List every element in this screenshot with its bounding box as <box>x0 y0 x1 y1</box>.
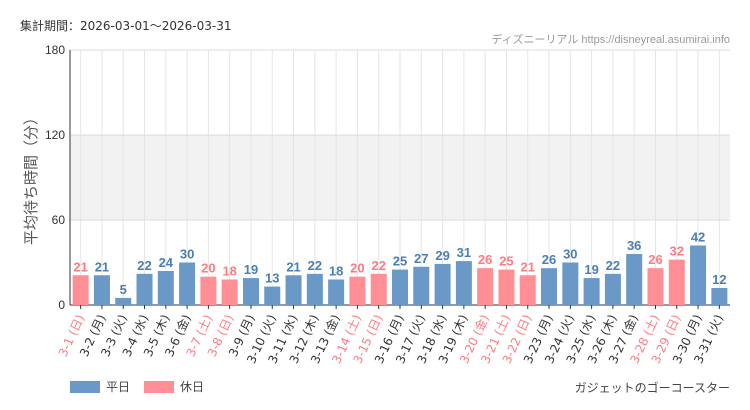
data-label: 18 <box>329 264 343 279</box>
y-tick-label: 180 <box>45 43 65 57</box>
data-label: 24 <box>159 255 174 270</box>
data-label: 18 <box>222 264 236 279</box>
data-label: 12 <box>712 272 726 287</box>
data-label: 20 <box>201 261 215 276</box>
bar <box>434 263 451 305</box>
bar <box>519 275 536 305</box>
period-label: 集計期間：2026-03-01～2026-03-31 <box>20 19 232 33</box>
bar <box>200 276 217 305</box>
site-credit[interactable]: ディズニーリアル https://disneyreal.asumirai.inf… <box>491 34 730 46</box>
data-label: 22 <box>606 258 620 273</box>
bar <box>136 273 153 305</box>
data-label: 32 <box>670 244 684 259</box>
y-tick-label: 0 <box>58 298 65 312</box>
data-label: 5 <box>120 282 127 297</box>
bar <box>93 275 110 305</box>
data-label: 25 <box>393 254 407 269</box>
bar <box>498 269 515 305</box>
bar <box>647 268 664 305</box>
bar <box>668 259 685 305</box>
data-label: 22 <box>371 258 385 273</box>
bar <box>221 279 238 305</box>
bar <box>711 288 728 305</box>
data-label: 25 <box>499 254 513 269</box>
bar <box>455 261 472 305</box>
data-label: 22 <box>308 258 322 273</box>
y-tick-label: 60 <box>52 213 66 227</box>
bar <box>583 278 600 305</box>
bar <box>242 278 259 305</box>
bar <box>179 262 196 305</box>
bar <box>285 275 302 305</box>
bar <box>349 276 366 305</box>
data-label: 20 <box>350 261 364 276</box>
bar <box>328 279 345 305</box>
data-label: 30 <box>563 247 577 262</box>
data-label: 19 <box>244 262 258 277</box>
data-label: 36 <box>627 238 641 253</box>
bar <box>392 269 408 305</box>
bar <box>413 266 430 305</box>
bar <box>157 271 174 305</box>
bar <box>626 254 643 305</box>
bar <box>115 297 132 305</box>
data-label: 21 <box>73 259 87 274</box>
data-label: 42 <box>691 230 705 245</box>
legend-swatch-holiday <box>144 380 175 393</box>
data-label: 21 <box>521 259 535 274</box>
legend: 平日 休日 <box>70 378 204 395</box>
legend-weekday[interactable]: 平日 <box>70 378 130 395</box>
bar <box>604 273 621 305</box>
bar <box>306 273 323 305</box>
data-label: 26 <box>648 252 662 267</box>
bar <box>562 262 579 305</box>
data-label: 13 <box>265 271 279 286</box>
legend-label-holiday: 休日 <box>180 380 205 394</box>
data-label: 19 <box>584 262 598 277</box>
bar <box>541 268 558 305</box>
legend-swatch-weekday <box>70 380 100 393</box>
legend-label-weekday: 平日 <box>106 380 131 394</box>
data-label: 31 <box>457 245 471 260</box>
bar <box>264 286 281 305</box>
data-label: 30 <box>180 247 194 262</box>
data-label: 29 <box>435 248 449 263</box>
data-label: 21 <box>95 259 109 274</box>
y-axis-label: 平均待ち時間（分） <box>22 110 40 245</box>
bar <box>72 275 89 305</box>
data-label: 26 <box>478 252 492 267</box>
data-label: 27 <box>414 251 428 266</box>
legend-holiday[interactable]: 休日 <box>144 378 204 395</box>
data-label: 21 <box>286 259 300 274</box>
bar <box>477 268 494 305</box>
data-label: 26 <box>542 252 556 267</box>
bar <box>370 273 387 305</box>
bar <box>690 245 707 305</box>
attraction-name: ガジェットのゴーコースター <box>574 381 730 395</box>
data-label: 22 <box>137 258 151 273</box>
y-tick-label: 120 <box>45 128 65 142</box>
